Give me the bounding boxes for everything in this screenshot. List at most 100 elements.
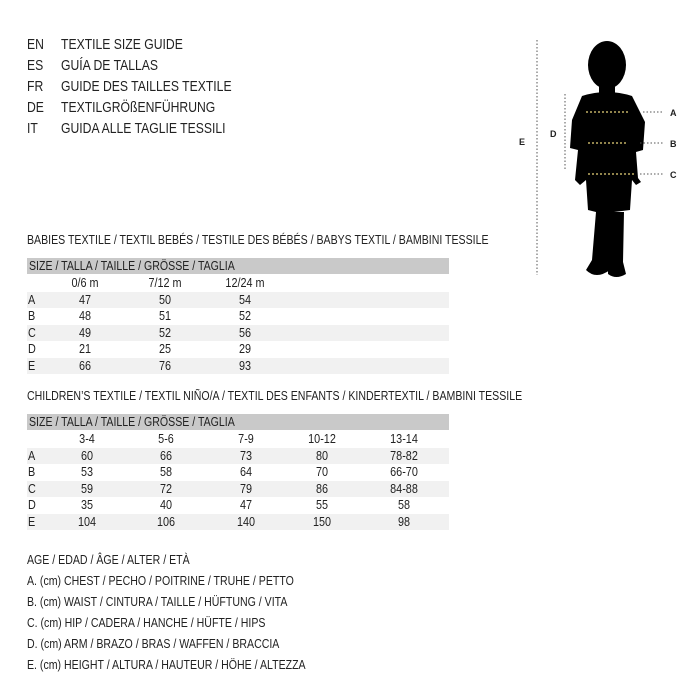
language-title: GUIDA ALLE TAGLIE TESSILI bbox=[61, 121, 226, 137]
table-cell: 104 bbox=[77, 514, 97, 529]
table-cell: 49 bbox=[78, 325, 92, 340]
table-row: E 66 76 93 bbox=[27, 357, 449, 374]
language-title: TEXTILE SIZE GUIDE bbox=[61, 37, 183, 53]
table-cell: 66-70 bbox=[390, 465, 418, 479]
column-header: 7/12 m bbox=[148, 276, 182, 290]
row-label: E bbox=[28, 514, 36, 529]
legend-item: D. (cm) ARM / BRAZO / BRAS / WAFFEN / BR… bbox=[27, 637, 280, 651]
table-cell: 50 bbox=[158, 292, 172, 307]
table-cell: 150 bbox=[312, 514, 332, 529]
table-cell: 56 bbox=[238, 325, 252, 340]
table-header-row: 0/6 m 7/12 m 12/24 m bbox=[27, 275, 449, 291]
table-cell: 64 bbox=[239, 465, 253, 479]
label-d: D bbox=[550, 129, 557, 139]
row-label: B bbox=[28, 309, 36, 323]
dimension-lines bbox=[536, 40, 663, 275]
table-cell: 21 bbox=[78, 342, 92, 356]
language-code: DE bbox=[27, 100, 44, 116]
column-header: 7-9 bbox=[238, 432, 254, 446]
table-cell: 106 bbox=[156, 514, 176, 529]
column-header: 5-6 bbox=[158, 432, 174, 446]
label-c: C bbox=[670, 170, 677, 180]
table-row: B 48 51 52 bbox=[27, 308, 449, 324]
language-code: FR bbox=[27, 79, 44, 95]
table-cell: 73 bbox=[239, 448, 253, 463]
table-cell: 53 bbox=[80, 465, 94, 479]
table-cell: 59 bbox=[80, 481, 94, 496]
table-row: D 21 25 29 bbox=[27, 341, 449, 357]
legend-item: E. (cm) HEIGHT / ALTURA / HAUTEUR / HÖHE… bbox=[27, 658, 306, 672]
table-cell: 54 bbox=[238, 292, 252, 307]
table-header-row: 3-4 5-6 7-9 10-12 13-14 bbox=[27, 431, 449, 447]
row-label: E bbox=[28, 358, 36, 373]
table-cell: 66 bbox=[78, 358, 92, 373]
table-cell: 76 bbox=[158, 358, 172, 373]
table-cell: 52 bbox=[238, 309, 252, 323]
row-label: A bbox=[28, 448, 36, 463]
children-size-label: SIZE / TALLA / TAILLE / GRÖSSE / TAGLIA bbox=[29, 415, 235, 429]
language-title: TEXTILGRÖßENFÜHRUNG bbox=[61, 100, 216, 116]
measure-marks bbox=[586, 111, 635, 175]
child-silhouette-figure: A B C D E bbox=[519, 40, 677, 277]
table-row: D 35 40 47 55 58 bbox=[27, 497, 449, 513]
table-cell: 51 bbox=[158, 309, 172, 323]
table-cell: 48 bbox=[78, 309, 92, 323]
table-cell: 58 bbox=[397, 498, 411, 512]
row-label: A bbox=[28, 292, 36, 307]
column-header: 0/6 m bbox=[71, 276, 99, 290]
table-cell: 47 bbox=[78, 292, 92, 307]
table-row: A 47 50 54 bbox=[27, 291, 449, 308]
table-cell: 80 bbox=[315, 448, 329, 463]
table-row: C 49 52 56 bbox=[27, 324, 449, 341]
table-cell: 40 bbox=[159, 498, 173, 512]
language-code: EN bbox=[27, 37, 44, 53]
table-cell: 98 bbox=[397, 514, 411, 529]
row-label: B bbox=[28, 465, 36, 479]
child-silhouette bbox=[570, 41, 645, 277]
table-cell: 140 bbox=[236, 514, 256, 529]
table-cell: 66 bbox=[159, 448, 173, 463]
column-header: 12/24 m bbox=[225, 276, 265, 290]
table-cell: 79 bbox=[239, 481, 253, 496]
label-e: E bbox=[519, 137, 525, 147]
table-cell: 60 bbox=[80, 448, 94, 463]
table-cell: 70 bbox=[315, 465, 329, 479]
language-code: ES bbox=[27, 58, 44, 74]
babies-size-bar: SIZE / TALLA / TAILLE / GRÖSSE / TAGLIA bbox=[27, 258, 449, 274]
language-code: IT bbox=[27, 121, 38, 137]
table-cell: 25 bbox=[158, 342, 172, 356]
table-cell: 55 bbox=[315, 498, 329, 512]
language-title: GUÍA DE TALLAS bbox=[61, 58, 159, 74]
row-label: C bbox=[28, 325, 36, 340]
legend-item: C. (cm) HIP / CADERA / HANCHE / HÜFTE / … bbox=[27, 616, 266, 630]
language-title: GUIDE DES TAILLES TEXTILE bbox=[61, 79, 232, 95]
table-row: C 59 72 79 86 84-88 bbox=[27, 480, 449, 497]
table-row: B 53 58 64 70 66-70 bbox=[27, 464, 449, 480]
legend-item: AGE / EDAD / ÂGE / ALTER / ETÀ bbox=[27, 553, 190, 567]
table-cell: 58 bbox=[159, 465, 173, 479]
column-header: 3-4 bbox=[79, 432, 95, 446]
table-row: E 104 106 140 150 98 bbox=[27, 513, 449, 530]
table-cell: 47 bbox=[239, 498, 253, 512]
table-cell: 93 bbox=[238, 358, 252, 373]
babies-size-label: SIZE / TALLA / TAILLE / GRÖSSE / TAGLIA bbox=[29, 259, 235, 273]
table-cell: 86 bbox=[315, 481, 329, 496]
table-cell: 52 bbox=[158, 325, 172, 340]
children-heading: CHILDREN’S TEXTILE / TEXTIL NIÑO/A / TEX… bbox=[27, 389, 523, 403]
legend-item: B. (cm) WAIST / CINTURA / TAILLE / HÜFTU… bbox=[27, 595, 288, 609]
babies-heading: BABIES TEXTILE / TEXTIL BEBÉS / TESTILE … bbox=[27, 233, 489, 247]
table-row: A 60 66 73 80 78-82 bbox=[27, 447, 449, 464]
table-cell: 29 bbox=[238, 342, 252, 356]
table-cell: 72 bbox=[159, 481, 173, 496]
table-cell: 35 bbox=[80, 498, 94, 512]
label-a: A bbox=[670, 108, 677, 118]
table-cell: 84-88 bbox=[390, 481, 418, 496]
row-label: D bbox=[28, 342, 36, 356]
column-header: 10-12 bbox=[308, 432, 336, 446]
column-header: 13-14 bbox=[390, 432, 418, 446]
row-label: D bbox=[28, 498, 36, 512]
children-size-bar: SIZE / TALLA / TAILLE / GRÖSSE / TAGLIA bbox=[27, 414, 449, 430]
table-cell: 78-82 bbox=[390, 448, 418, 463]
legend-item: A. (cm) CHEST / PECHO / POITRINE / TRUHE… bbox=[27, 574, 294, 588]
row-label: C bbox=[28, 481, 36, 496]
